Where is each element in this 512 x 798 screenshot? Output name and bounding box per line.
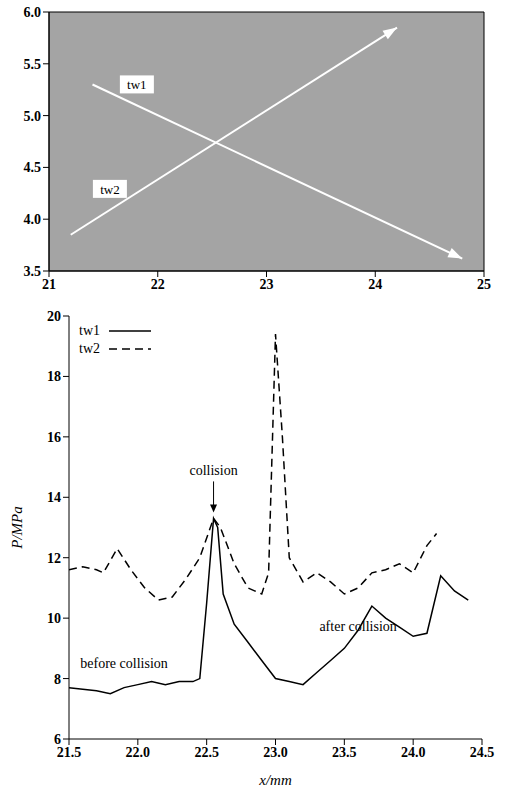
svg-text:tw1: tw1 (127, 77, 147, 92)
svg-text:22: 22 (151, 277, 165, 292)
svg-text:25: 25 (477, 277, 491, 292)
svg-text:6.0: 6.0 (24, 5, 42, 20)
svg-text:x/mm: x/mm (258, 772, 292, 788)
svg-text:10: 10 (47, 611, 61, 626)
svg-text:23.5: 23.5 (332, 745, 357, 760)
svg-text:20: 20 (47, 309, 61, 324)
svg-text:4.5: 4.5 (24, 160, 42, 175)
html-text:tw1: tw1 (79, 323, 100, 338)
svg-text:22.5: 22.5 (194, 745, 219, 760)
svg-text:21: 21 (42, 277, 56, 292)
svg-text:6: 6 (54, 732, 61, 747)
svg-text:after collision: after collision (319, 619, 396, 634)
svg-text:21.5: 21.5 (57, 745, 82, 760)
svg-text:8: 8 (54, 672, 61, 687)
svg-text:24.5: 24.5 (470, 745, 495, 760)
svg-text:14: 14 (47, 490, 61, 505)
svg-text:collision: collision (189, 463, 237, 478)
svg-text:before collision: before collision (80, 656, 167, 671)
svg-text:5.0: 5.0 (24, 109, 42, 124)
html-text:tw2: tw2 (79, 341, 100, 356)
svg-text:22.0: 22.0 (126, 745, 151, 760)
svg-text:4.0: 4.0 (24, 212, 42, 227)
svg-text:12: 12 (47, 551, 61, 566)
svg-text:5.5: 5.5 (24, 57, 42, 72)
svg-text:18: 18 (47, 369, 61, 384)
svg-text:23.0: 23.0 (263, 745, 288, 760)
svg-text:tw2: tw2 (100, 182, 120, 197)
svg-text:16: 16 (47, 430, 61, 445)
svg-text:3.5: 3.5 (24, 264, 42, 279)
svg-text:24: 24 (368, 277, 382, 292)
svg-text:P/MPa: P/MPa (9, 506, 25, 550)
svg-text:24.0: 24.0 (401, 745, 426, 760)
svg-text:23: 23 (260, 277, 274, 292)
